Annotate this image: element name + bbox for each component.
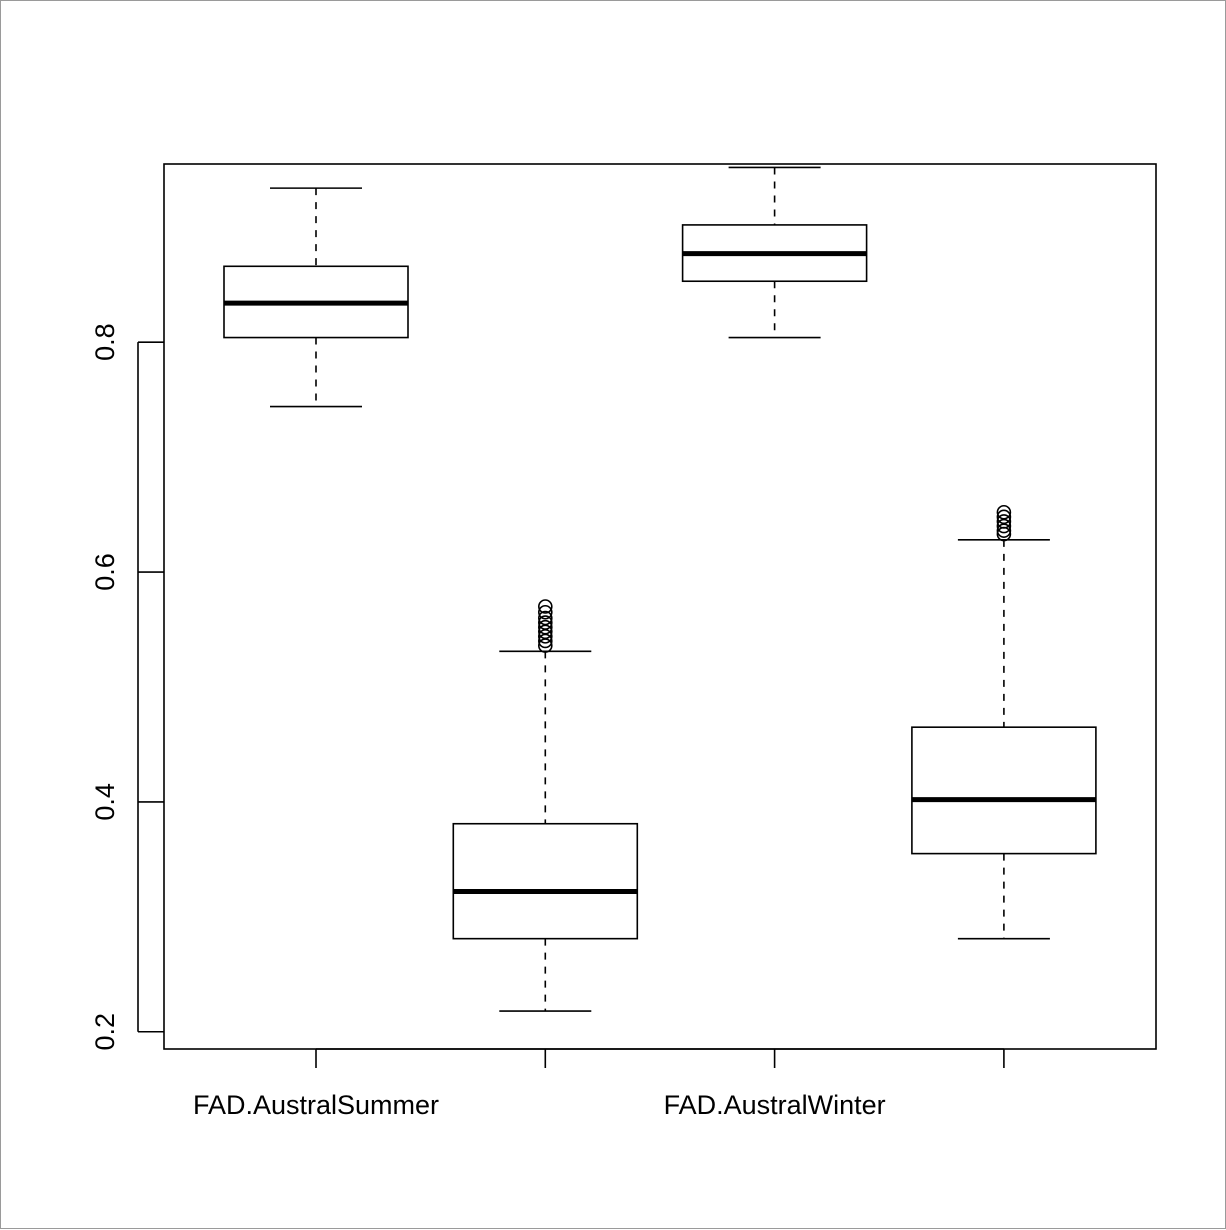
box-0 xyxy=(223,187,409,408)
box-1-outlier-4 xyxy=(537,619,553,635)
box-3-outlier-3 xyxy=(996,514,1012,529)
box-2 xyxy=(681,166,868,339)
box-1-outlier-5 xyxy=(537,615,553,630)
y-axis: 0.2 0.4 0.6 0.8 xyxy=(90,323,164,1051)
y-tick-label-0: 0.2 xyxy=(90,1013,120,1051)
y-tick-label-1: 0.4 xyxy=(90,783,120,821)
box-3-outlier-5 xyxy=(996,504,1012,520)
y-tick-label-3: 0.8 xyxy=(90,323,120,361)
x-tick-label-0: FAD.AustralSummer xyxy=(193,1090,439,1120)
boxes xyxy=(223,166,1097,1012)
box-1-outlier-7 xyxy=(537,604,553,620)
box-3-iqr xyxy=(911,726,1097,855)
box-3-outlier-4 xyxy=(996,509,1012,525)
x-tick-label-2: FAD.AustralWinter xyxy=(664,1090,886,1120)
box-1 xyxy=(452,599,639,1012)
box-1-iqr xyxy=(452,822,639,940)
y-tick-label-2: 0.6 xyxy=(90,553,120,591)
box-1-outlier-8 xyxy=(537,599,553,614)
box-1-outlier-6 xyxy=(537,610,553,626)
x-axis: FAD.AustralSummer FAD.AustralWinter xyxy=(193,1048,1005,1120)
box-3 xyxy=(911,504,1097,940)
